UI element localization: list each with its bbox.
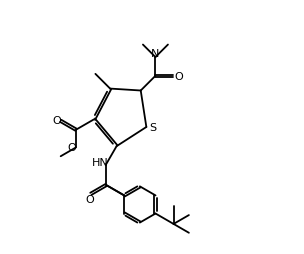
- Text: O: O: [67, 143, 76, 153]
- Text: O: O: [174, 72, 183, 82]
- Text: S: S: [149, 122, 156, 132]
- Text: O: O: [85, 194, 94, 204]
- Text: HN: HN: [92, 158, 109, 168]
- Text: O: O: [52, 115, 61, 125]
- Text: N: N: [151, 49, 160, 58]
